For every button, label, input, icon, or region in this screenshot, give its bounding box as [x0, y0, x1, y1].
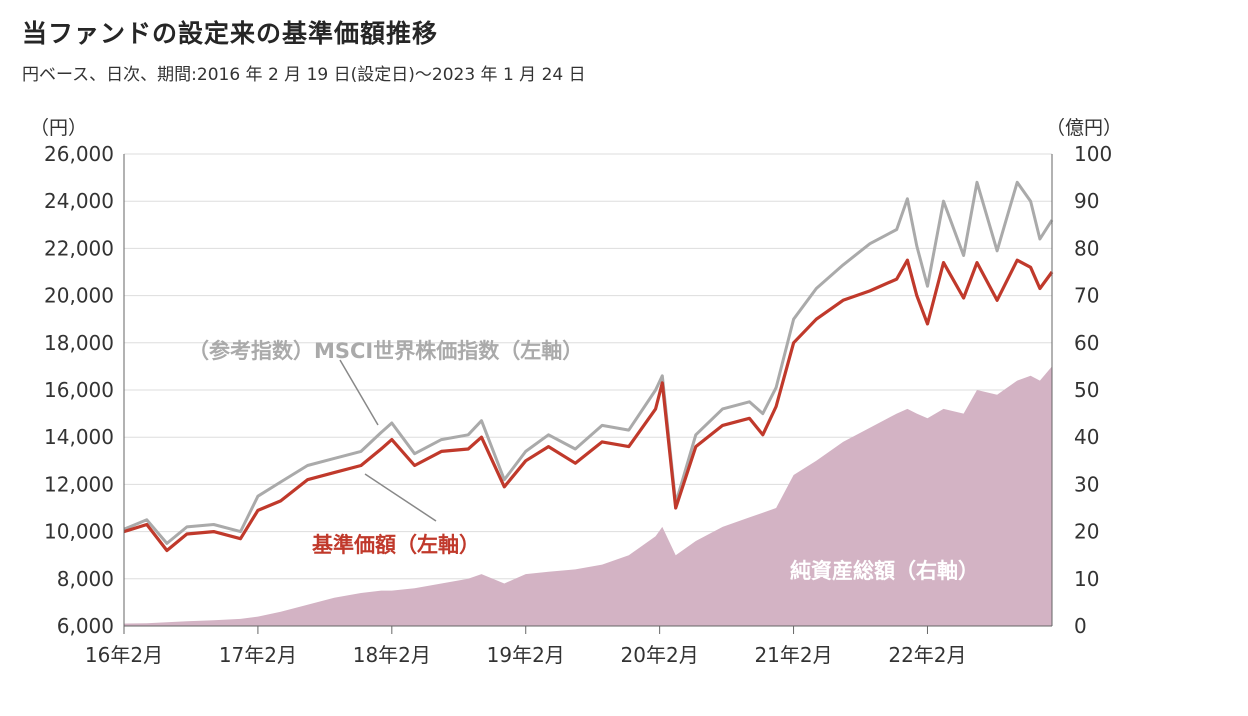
left-tick-label: 26,000 — [44, 142, 114, 166]
left-tick-label: 16,000 — [44, 378, 114, 402]
x-tick-label: 20年2月 — [621, 643, 699, 667]
left-tick-label: 10,000 — [44, 520, 114, 544]
left-tick-label: 14,000 — [44, 425, 114, 449]
right-tick-label: 70 — [1074, 284, 1099, 308]
x-axis-ticks: 16年2月 17年2月 18年2月 19年2月 20年2月 21年2月 22年2月 — [85, 643, 967, 667]
x-tick-label: 16年2月 — [85, 643, 163, 667]
right-tick-label: 80 — [1074, 236, 1099, 260]
chart-title: 当ファンドの設定来の基準価額推移 — [22, 19, 439, 48]
right-tick-label: 40 — [1074, 425, 1099, 449]
left-axis-ticks: 26,000 24,000 22,000 20,000 18,000 16,000 14,0… — [44, 142, 114, 638]
right-tick-label: 100 — [1074, 142, 1112, 166]
x-tick-label: 21年2月 — [754, 643, 832, 667]
left-tick-label: 22,000 — [44, 236, 114, 260]
left-axis-unit: （円） — [30, 117, 87, 139]
annotation-net-assets: 純資産総額（右軸） — [790, 559, 979, 583]
series-line-msci — [123, 180, 1054, 545]
left-tick-label: 24,000 — [44, 189, 114, 213]
nav-leader-line — [364, 473, 437, 522]
series-area-net-assets — [124, 366, 1052, 626]
annotation-msci: （参考指数）MSCI世界株価指数（左軸） — [188, 339, 583, 363]
right-tick-label: 20 — [1074, 520, 1099, 544]
left-tick-label: 6,000 — [57, 614, 114, 638]
right-tick-label: 60 — [1074, 331, 1099, 355]
x-tick-label: 18年2月 — [353, 643, 431, 667]
left-tick-label: 8,000 — [57, 567, 114, 591]
right-tick-label: 0 — [1074, 614, 1087, 638]
left-tick-label: 12,000 — [44, 472, 114, 496]
right-tick-label: 50 — [1074, 378, 1099, 402]
left-tick-label: 18,000 — [44, 331, 114, 355]
x-tick-label: 17年2月 — [219, 643, 297, 667]
x-tick-label: 22年2月 — [888, 643, 966, 667]
right-axis-unit: （億円） — [1046, 117, 1122, 139]
right-tick-label: 90 — [1074, 189, 1099, 213]
left-tick-label: 20,000 — [44, 284, 114, 308]
right-tick-label: 30 — [1074, 472, 1099, 496]
chart-subtitle: 円ベース、日次、期間:2016 年 2 月 19 日(設定日)～2023 年 1… — [22, 65, 586, 85]
x-tick-label: 19年2月 — [487, 643, 565, 667]
axes — [123, 154, 1053, 634]
annotation-nav: 基準価額（左軸） — [312, 533, 480, 557]
msci-leader-line — [339, 359, 379, 426]
right-tick-label: 10 — [1074, 567, 1099, 591]
series-line-nav — [123, 258, 1054, 553]
